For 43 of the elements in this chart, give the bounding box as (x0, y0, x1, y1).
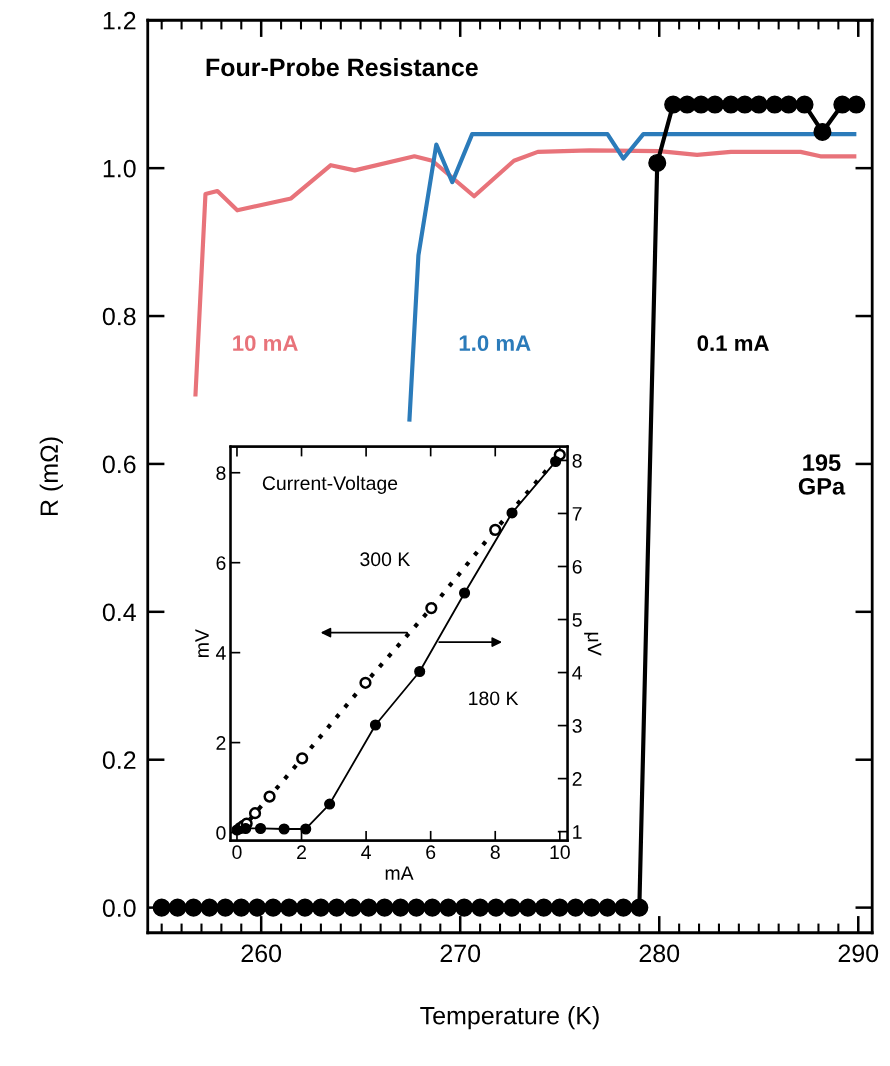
y2-tick-label: 2 (572, 772, 582, 786)
x-tick-label: 290 (838, 944, 879, 963)
x-tick-label: 280 (639, 944, 680, 963)
y-axis-title: mV (195, 629, 209, 657)
y2-tick-label: 6 (572, 559, 582, 574)
x-tick-label: 0 (232, 845, 242, 860)
y-tick-label: 0 (216, 826, 226, 840)
text: 1.0 mA (459, 335, 531, 352)
x-tick-label: 10 (550, 845, 570, 860)
x-axis-title: mA (385, 866, 414, 880)
x-tick-label: 8 (490, 845, 500, 860)
series-label: 0.1 mA (697, 335, 769, 352)
text: Four-Probe Resistance (206, 57, 478, 77)
y2-tick-label: 1 (573, 825, 582, 839)
y2-tick-label: 8 (572, 453, 582, 468)
y-tick-label: 6 (216, 556, 226, 570)
y-axis-title: R (mΩ) (39, 437, 63, 516)
x-tick-label: 4 (361, 845, 371, 859)
y-tick-label: 0.2 (102, 751, 136, 770)
y-tick-label: 1.2 (103, 11, 136, 30)
x-tick-label: 260 (241, 944, 282, 963)
y-tick-label: 2 (216, 736, 226, 750)
y-tick-label: 4 (215, 646, 226, 660)
text: 180 K (469, 691, 519, 706)
x-tick-label: 2 (297, 845, 306, 859)
y2-axis-title: μV (584, 632, 602, 656)
y2-tick-label: 3 (572, 719, 582, 733)
y2-tick-label: 7 (572, 507, 582, 521)
annotation: 195 GPa (798, 454, 846, 495)
y-tick-label: 1.0 (103, 159, 136, 178)
text: 300 K (360, 552, 411, 567)
x-tick-label: 270 (440, 944, 481, 963)
y-tick-label: 0.6 (102, 455, 136, 474)
x-tick-label: 6 (426, 845, 436, 860)
y2-tick-label: 4 (572, 666, 582, 680)
y-tick-label: 0.8 (102, 307, 136, 326)
series-label: 10 mA (233, 335, 298, 352)
x-axis-title: Temperature (K) (420, 1006, 599, 1030)
y-tick-label: 0.0 (102, 899, 136, 917)
text: Current-Voltage (262, 475, 398, 494)
y-tick-label: 8 (216, 466, 226, 480)
y2-tick-label: 5 (572, 613, 582, 627)
y-tick-label: 0.4 (102, 603, 136, 622)
